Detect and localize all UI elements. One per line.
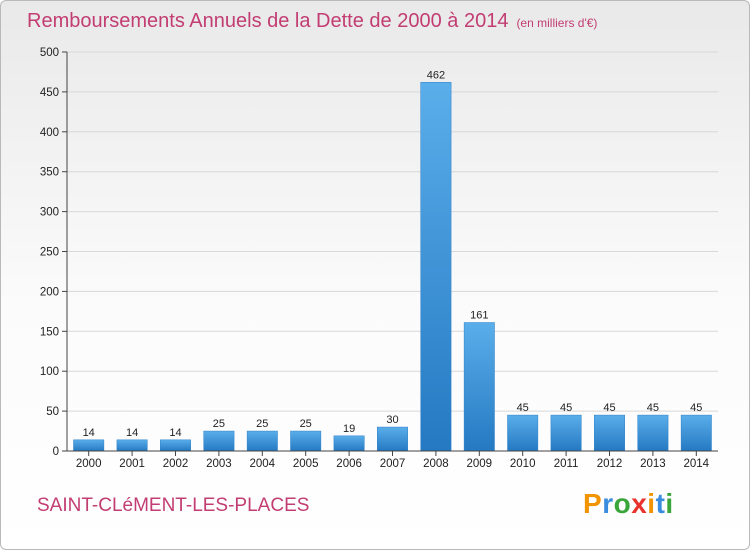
brand-logo: Proxiti xyxy=(583,488,674,520)
y-tick-label: 450 xyxy=(40,87,59,99)
y-tick-label: 400 xyxy=(40,127,59,139)
data-label: 14 xyxy=(169,427,181,439)
x-tick-label: 2012 xyxy=(597,458,623,470)
data-label: 14 xyxy=(126,427,138,439)
x-tick-label: 2003 xyxy=(206,458,232,470)
x-tick-label: 2014 xyxy=(684,458,710,470)
data-label: 45 xyxy=(517,402,529,414)
data-label: 161 xyxy=(470,310,488,322)
x-tick-label: 2006 xyxy=(336,458,362,470)
brand-letter: i xyxy=(647,488,656,519)
bar xyxy=(594,414,625,452)
y-tick-label: 350 xyxy=(40,167,59,179)
bar xyxy=(116,439,148,452)
data-label: 30 xyxy=(386,414,398,426)
y-tick-label: 100 xyxy=(40,366,59,378)
bar xyxy=(73,439,105,452)
x-tick-label: 2005 xyxy=(293,458,319,470)
brand-letter: i xyxy=(665,488,674,519)
chart-title-text: Remboursements Annuels de la Dette de 20… xyxy=(27,10,509,32)
data-label: 45 xyxy=(690,402,702,414)
x-tick-label: 2004 xyxy=(250,458,276,470)
x-tick-label: 2011 xyxy=(554,458,579,470)
brand-letter: t xyxy=(655,488,666,519)
x-tick-label: 2002 xyxy=(163,458,189,470)
data-label: 45 xyxy=(560,402,572,414)
x-tick-label: 2000 xyxy=(76,458,102,470)
bar xyxy=(203,430,235,452)
bar xyxy=(680,414,712,452)
y-tick-label: 50 xyxy=(46,406,59,418)
bar xyxy=(290,430,322,452)
y-tick-label: 200 xyxy=(40,286,59,298)
x-tick-label: 2010 xyxy=(510,458,536,470)
chart-title-unit: (en milliers d'€) xyxy=(516,16,598,30)
y-tick-label: 150 xyxy=(40,326,59,338)
brand-letter: x xyxy=(631,488,648,519)
x-tick-label: 2008 xyxy=(423,458,449,470)
data-label: 19 xyxy=(343,423,355,435)
bar xyxy=(377,426,408,452)
bar xyxy=(463,322,495,452)
place-name: SAINT-CLéMENT-LES-PLACES xyxy=(37,495,310,516)
data-label: 14 xyxy=(83,427,95,439)
brand-letter: r xyxy=(602,488,614,519)
x-tick-label: 2007 xyxy=(380,458,406,470)
data-label: 45 xyxy=(603,402,615,414)
brand-letter: o xyxy=(613,488,632,519)
bar xyxy=(160,439,191,452)
bar xyxy=(637,414,669,452)
y-tick-label: 500 xyxy=(40,47,59,59)
bar xyxy=(507,414,539,452)
x-tick-label: 2001 xyxy=(119,458,145,470)
bar xyxy=(420,82,452,452)
y-tick-label: 250 xyxy=(40,247,59,259)
bar xyxy=(333,435,365,452)
brand-letter: P xyxy=(583,488,603,519)
bar xyxy=(550,414,582,452)
y-tick-label: 0 xyxy=(53,446,59,458)
y-tick-label: 300 xyxy=(40,207,59,219)
data-label: 45 xyxy=(647,402,659,414)
data-label: 25 xyxy=(256,418,268,430)
bar xyxy=(246,430,278,452)
data-label: 25 xyxy=(300,418,312,430)
chart-title: Remboursements Annuels de la Dette de 20… xyxy=(27,10,597,33)
data-label: 462 xyxy=(427,69,445,81)
data-label: 25 xyxy=(213,418,225,430)
x-tick-label: 2013 xyxy=(640,458,666,470)
x-tick-label: 2009 xyxy=(467,458,493,470)
